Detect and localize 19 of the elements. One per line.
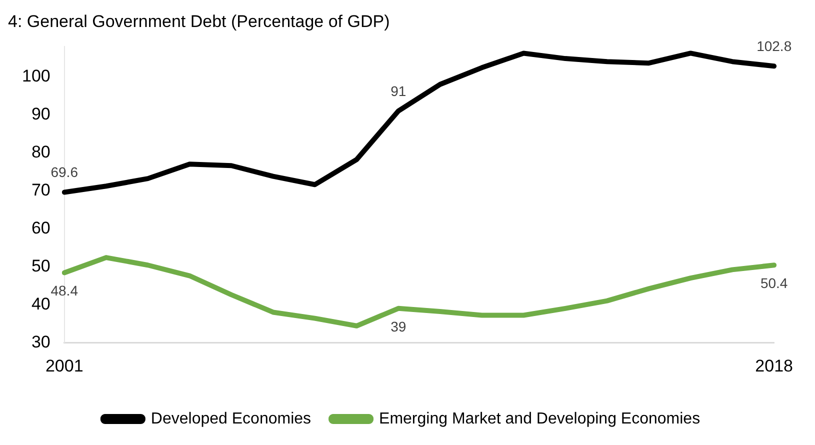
data-label: 69.6 <box>50 164 78 180</box>
x-tick-label: 2001 <box>45 356 84 376</box>
y-tick-label: 30 <box>31 332 50 352</box>
data-label: 39 <box>390 318 406 334</box>
y-tick-label: 80 <box>31 142 50 162</box>
data-label: 102.8 <box>756 38 792 54</box>
legend-label: Emerging Market and Developing Economies <box>379 410 700 428</box>
x-tick-label: 2018 <box>755 356 794 376</box>
y-tick-label: 40 <box>31 294 50 314</box>
data-label: 50.4 <box>760 274 788 291</box>
data-label: 48.4 <box>50 282 78 299</box>
y-tick-label: 60 <box>31 218 50 238</box>
data-label: 91 <box>390 82 406 99</box>
legend-label: Developed Economies <box>150 410 312 428</box>
y-tick-label: 50 <box>31 256 50 276</box>
y-tick-label: 100 <box>22 66 50 86</box>
y-tick-label: 90 <box>31 104 50 124</box>
chart-title: 4: General Government Debt (Percentage of GDP) <box>8 12 390 31</box>
y-tick-label: 70 <box>31 180 50 200</box>
